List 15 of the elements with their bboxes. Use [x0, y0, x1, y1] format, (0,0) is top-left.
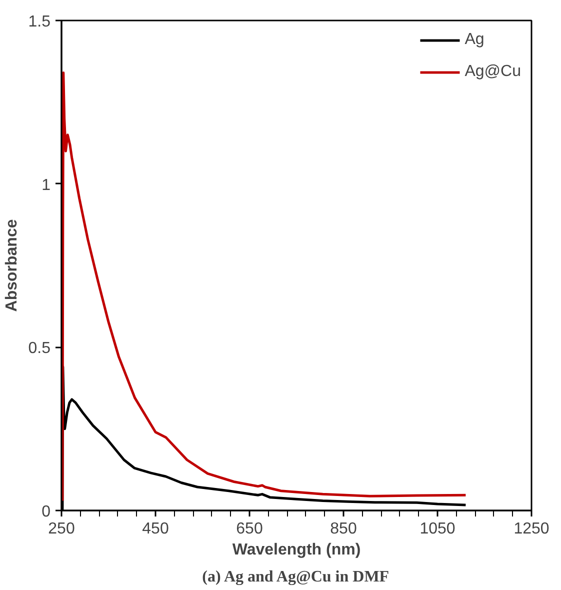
y-tick-label: 0 [42, 504, 51, 520]
y-tick-label: 1 [42, 176, 51, 194]
text: (a) Ag and Ag@Cu in DMF [202, 568, 390, 586]
x-axis-title: Wavelength (nm) [232, 542, 361, 558]
x-tick-label: 850 [330, 520, 357, 538]
x-tick-label: 1050 [420, 520, 456, 538]
legend-label: Ag [464, 31, 485, 49]
y-axis-title: Absorbance [3, 219, 20, 312]
x-tick-label: 250 [48, 520, 75, 538]
y-tick-label: 1.5 [28, 14, 51, 30]
y-tick-label: 0.5 [28, 340, 51, 358]
x-tick-label: 650 [236, 520, 263, 538]
x-tick-label: 450 [142, 520, 169, 538]
legend-label: Ag@Cu [464, 63, 521, 81]
x-tick-label: 1250 [514, 520, 550, 538]
